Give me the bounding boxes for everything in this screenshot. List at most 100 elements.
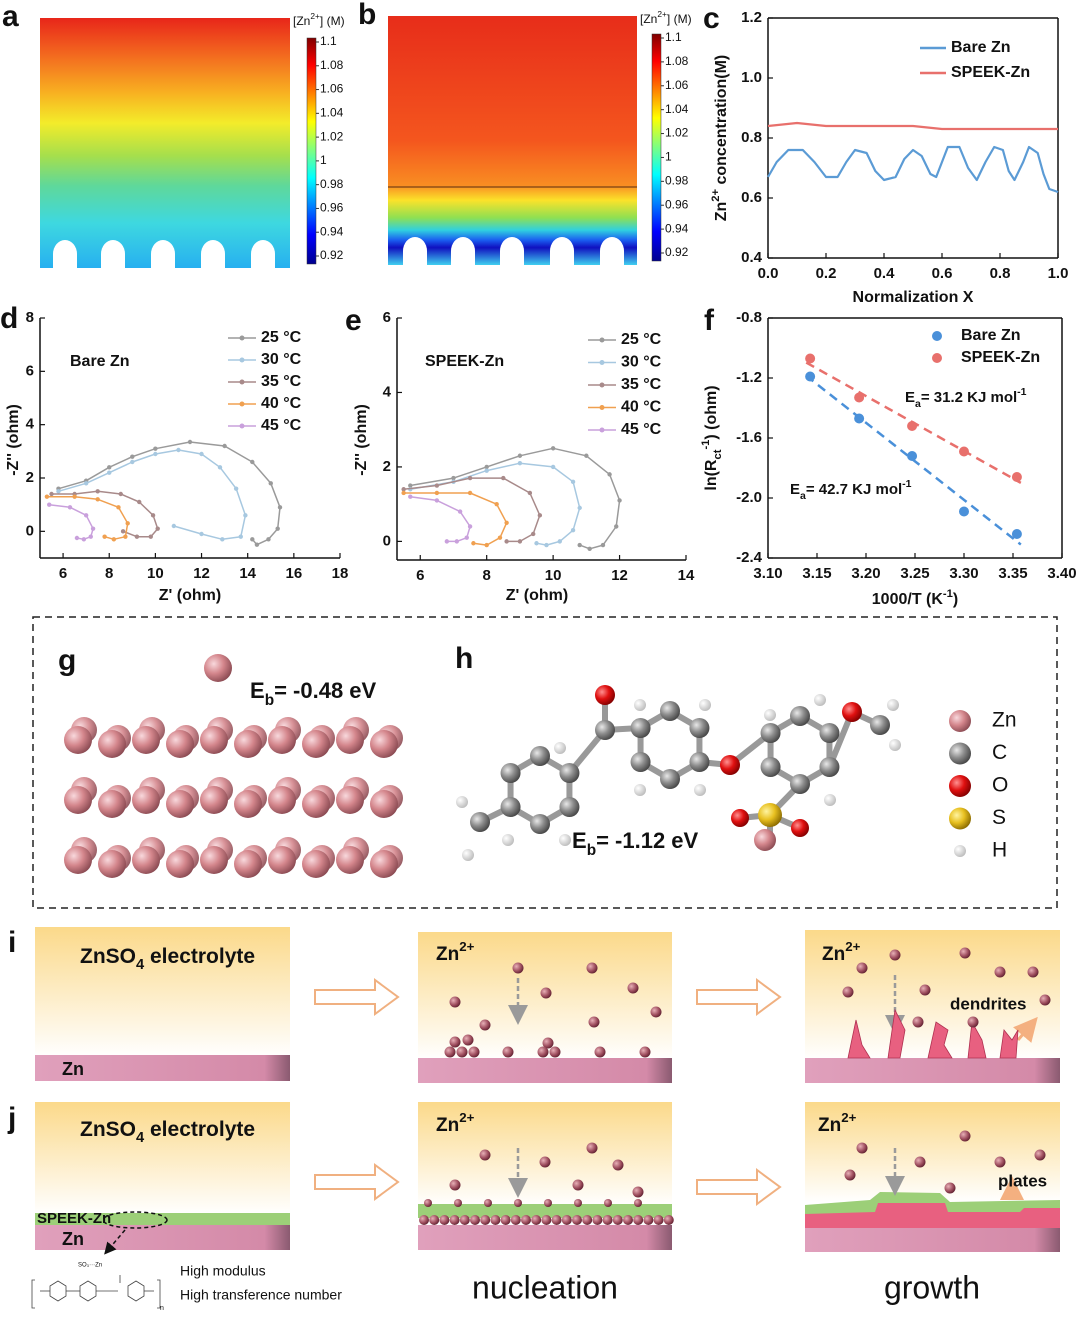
zn-atom — [200, 786, 228, 814]
x-tick-label: 6 — [416, 567, 424, 584]
ion-label-part: Zn — [818, 1115, 841, 1136]
x-tick-label: 3.35 — [998, 565, 1027, 582]
zn-ion — [912, 1016, 924, 1028]
zn-atom — [370, 850, 398, 878]
dendrite — [999, 1029, 1019, 1059]
zn-atom — [64, 726, 92, 754]
zn-atom — [370, 730, 398, 758]
x-axis-label: 1000/T (K-1) — [872, 588, 958, 608]
zn-atom — [98, 730, 126, 758]
dendrites-label: dendrites — [950, 994, 1027, 1013]
zn-ion — [544, 1199, 552, 1207]
data-point — [220, 537, 225, 542]
map-void — [201, 240, 225, 268]
colorbar — [306, 37, 317, 265]
data-point — [130, 454, 135, 459]
zn-atom — [370, 790, 398, 818]
data-point — [854, 413, 865, 424]
y-axis-label-part: ct — [712, 449, 724, 459]
zn-ion — [1034, 1149, 1046, 1161]
zn-ion — [542, 1037, 554, 1049]
legend-swatch — [932, 331, 942, 341]
zn-atom — [132, 786, 160, 814]
data-point — [150, 513, 156, 518]
dft-frame — [32, 616, 1058, 909]
atom — [824, 794, 836, 806]
map-void — [101, 240, 125, 268]
zn-atom — [302, 730, 330, 758]
legend-swatch — [932, 353, 942, 363]
zn-atom — [166, 730, 194, 758]
zn-ion — [572, 1179, 584, 1191]
data-point — [120, 529, 126, 534]
zn-ion — [639, 1046, 651, 1058]
zn-foil — [35, 1055, 290, 1081]
legend-swatch — [949, 742, 971, 765]
colorbar-tick-label: 0.94 — [320, 224, 344, 238]
panel-label: a — [2, 0, 19, 33]
concentration-map — [40, 18, 290, 268]
zn-ion — [510, 1215, 521, 1225]
data-point — [408, 494, 413, 499]
x-tick-label: 0.0 — [758, 265, 779, 282]
atom — [660, 701, 680, 721]
data-point — [102, 534, 107, 539]
dendrite — [927, 1021, 953, 1059]
data-point — [153, 446, 158, 451]
data-point — [176, 447, 181, 453]
colorbar-tick-label: 1 — [665, 150, 672, 164]
atom — [887, 699, 899, 711]
y-axis-label-part: concentration(M) — [713, 55, 730, 189]
data-point — [959, 446, 969, 457]
legend-swatch — [599, 427, 605, 433]
fit-annotation-part: -1 — [902, 478, 911, 490]
atom — [660, 769, 680, 789]
data-point — [67, 505, 73, 510]
zn-ion — [632, 1186, 644, 1198]
zn-ion — [512, 962, 524, 974]
fit-annotation-part: a — [915, 398, 921, 410]
zn-ion — [439, 1215, 450, 1225]
atom — [630, 752, 651, 772]
colorbar-title-part: ] (M) — [320, 14, 345, 28]
atom — [470, 812, 490, 832]
data-point — [434, 483, 440, 488]
atom — [870, 715, 890, 735]
data-point — [464, 535, 469, 540]
zn-ion — [429, 1215, 440, 1225]
data-point — [550, 446, 556, 451]
zn-ion — [944, 1182, 956, 1194]
data-point — [72, 494, 77, 499]
zn-adatom — [204, 654, 232, 682]
zn-ion — [994, 966, 1006, 978]
zn-ion — [959, 1130, 971, 1142]
dendrite — [967, 1020, 987, 1059]
atom — [694, 784, 706, 796]
y-axis-label: -Z'' (ohm) — [5, 404, 22, 476]
y-tick-label: 0.8 — [741, 129, 762, 146]
atom — [462, 849, 474, 861]
data-point — [130, 459, 135, 465]
data-point — [222, 443, 227, 449]
zn-ion — [586, 1142, 598, 1154]
y-tick-label: 1.2 — [741, 9, 762, 26]
y-tick-label: 6 — [383, 309, 391, 326]
zn-atom — [268, 786, 296, 814]
data-point — [187, 439, 193, 445]
data-point — [1011, 529, 1022, 539]
zn-ion — [623, 1215, 633, 1225]
fit-annotation-part: = 31.2 KJ mol — [921, 389, 1017, 406]
colorbar-tick-label: 1.06 — [665, 78, 689, 92]
y-tick-label: 1.0 — [741, 69, 762, 86]
colorbar-title-part: 2+ — [310, 11, 320, 21]
legend-swatch — [599, 405, 605, 410]
binding-energy: Eb= -1.12 eV — [572, 828, 699, 859]
atom — [758, 803, 782, 827]
zn-ion — [856, 962, 868, 974]
binding-energy: Eb= -0.48 eV — [250, 678, 377, 709]
atom — [500, 763, 521, 783]
data-point — [243, 513, 248, 518]
x-tick-label: 8 — [105, 565, 113, 582]
panel-label: f — [704, 304, 715, 337]
